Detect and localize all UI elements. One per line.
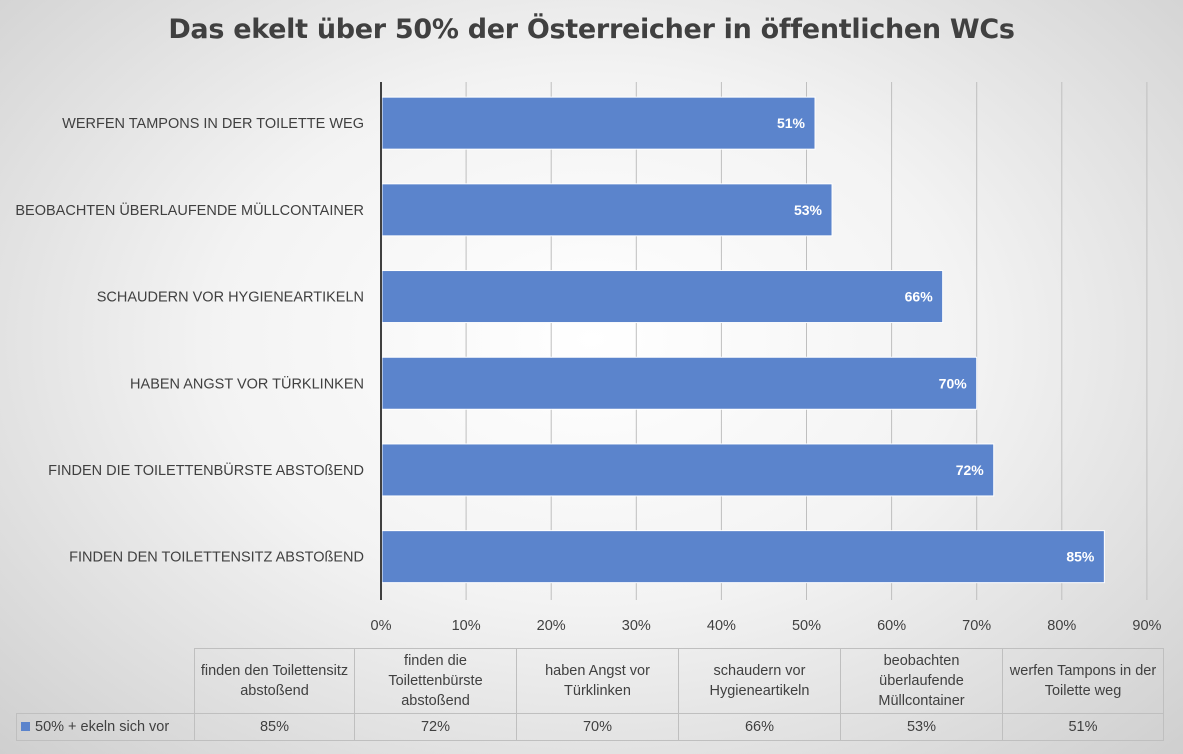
category-label: FINDEN DEN TOILETTENSITZ ABSTOßEND — [69, 550, 364, 566]
bar-chart-plot: 85% 72% 70% 66% 53% 51% FINDEN DEN TOILETTENS… — [15, 82, 1162, 634]
gridlines — [465, 82, 1148, 600]
bars: 85% 72% 70% 66% 53% 51% — [381, 96, 1105, 584]
data-table-header-row: finden den Toilettensitz abstoßend finde… — [16, 648, 1164, 714]
data-label: 53% — [794, 202, 823, 218]
data-label: 72% — [956, 462, 985, 478]
data-label: 85% — [1066, 549, 1095, 565]
data-table: finden den Toilettensitz abstoßend finde… — [16, 648, 1164, 741]
category-label: SCHAUDERN VOR HYGIENEARTIKELN — [97, 290, 364, 306]
category-label: WERFEN TAMPONS IN DER TOILETTE WEG — [62, 116, 364, 132]
data-table-cell: 51% — [1002, 713, 1164, 741]
x-tick-label: 70% — [962, 618, 991, 634]
x-tick-label: 80% — [1047, 618, 1076, 634]
data-table-header: finden den Toilettensitz abstoßend — [194, 648, 355, 714]
legend-label: 50% + ekeln sich vor — [35, 719, 170, 735]
data-label: 51% — [777, 115, 806, 131]
x-tick-label: 20% — [537, 618, 566, 634]
x-tick-label: 50% — [792, 618, 821, 634]
data-table-header: werfen Tampons in der Toilette weg — [1002, 648, 1164, 714]
bar — [381, 270, 944, 324]
x-tick-label: 90% — [1132, 618, 1161, 634]
legend-swatch — [21, 721, 30, 731]
bar — [381, 356, 978, 410]
data-table-cell: 66% — [678, 713, 841, 741]
data-table-values-row: 50% + ekeln sich vor 85% 72% 70% 66% 53%… — [16, 713, 1164, 741]
x-tick-label: 40% — [707, 618, 736, 634]
data-table-header: beobachten überlaufende Müllcontainer — [840, 648, 1003, 714]
data-table-header: schaudern vor Hygieneartikeln — [678, 648, 841, 714]
bar — [381, 96, 816, 150]
x-tick-label: 30% — [622, 618, 651, 634]
category-label: BEOBACHTEN ÜBERLAUFENDE MÜLLCONTAINER — [15, 201, 364, 219]
bar — [381, 530, 1105, 584]
x-tick-label: 60% — [877, 618, 906, 634]
chart-title: Das ekelt über 50% der Österreicher in ö… — [168, 14, 1015, 45]
bar — [381, 443, 995, 497]
data-table-cell: 72% — [354, 713, 517, 741]
x-tick-label: 10% — [452, 618, 481, 634]
category-labels: FINDEN DEN TOILETTENSITZ ABSTOßEND FINDEN… — [15, 116, 364, 566]
data-table-header: finden die Toilettenbürste abstoßend — [354, 648, 517, 714]
bar — [381, 183, 833, 237]
category-label: HABEN ANGST VOR TÜRKLINKEN — [130, 374, 364, 392]
legend-key: 50% + ekeln sich vor — [16, 713, 195, 741]
x-tick-label: 0% — [371, 618, 392, 634]
data-table-cell: 53% — [840, 713, 1003, 741]
category-label: FINDEN DIE TOILETTENBÜRSTE ABSTOßEND — [48, 461, 364, 479]
data-table-header: haben Angst vor Türklinken — [516, 648, 679, 714]
data-label: 70% — [939, 375, 968, 391]
x-tick-labels: 0% 10% 20% 30% 40% 50% 60% 70% 80% 90% — [371, 618, 1162, 634]
data-table-cell: 85% — [194, 713, 355, 741]
data-label: 66% — [905, 289, 934, 305]
data-table-corner — [16, 648, 195, 714]
data-table-cell: 70% — [516, 713, 679, 741]
